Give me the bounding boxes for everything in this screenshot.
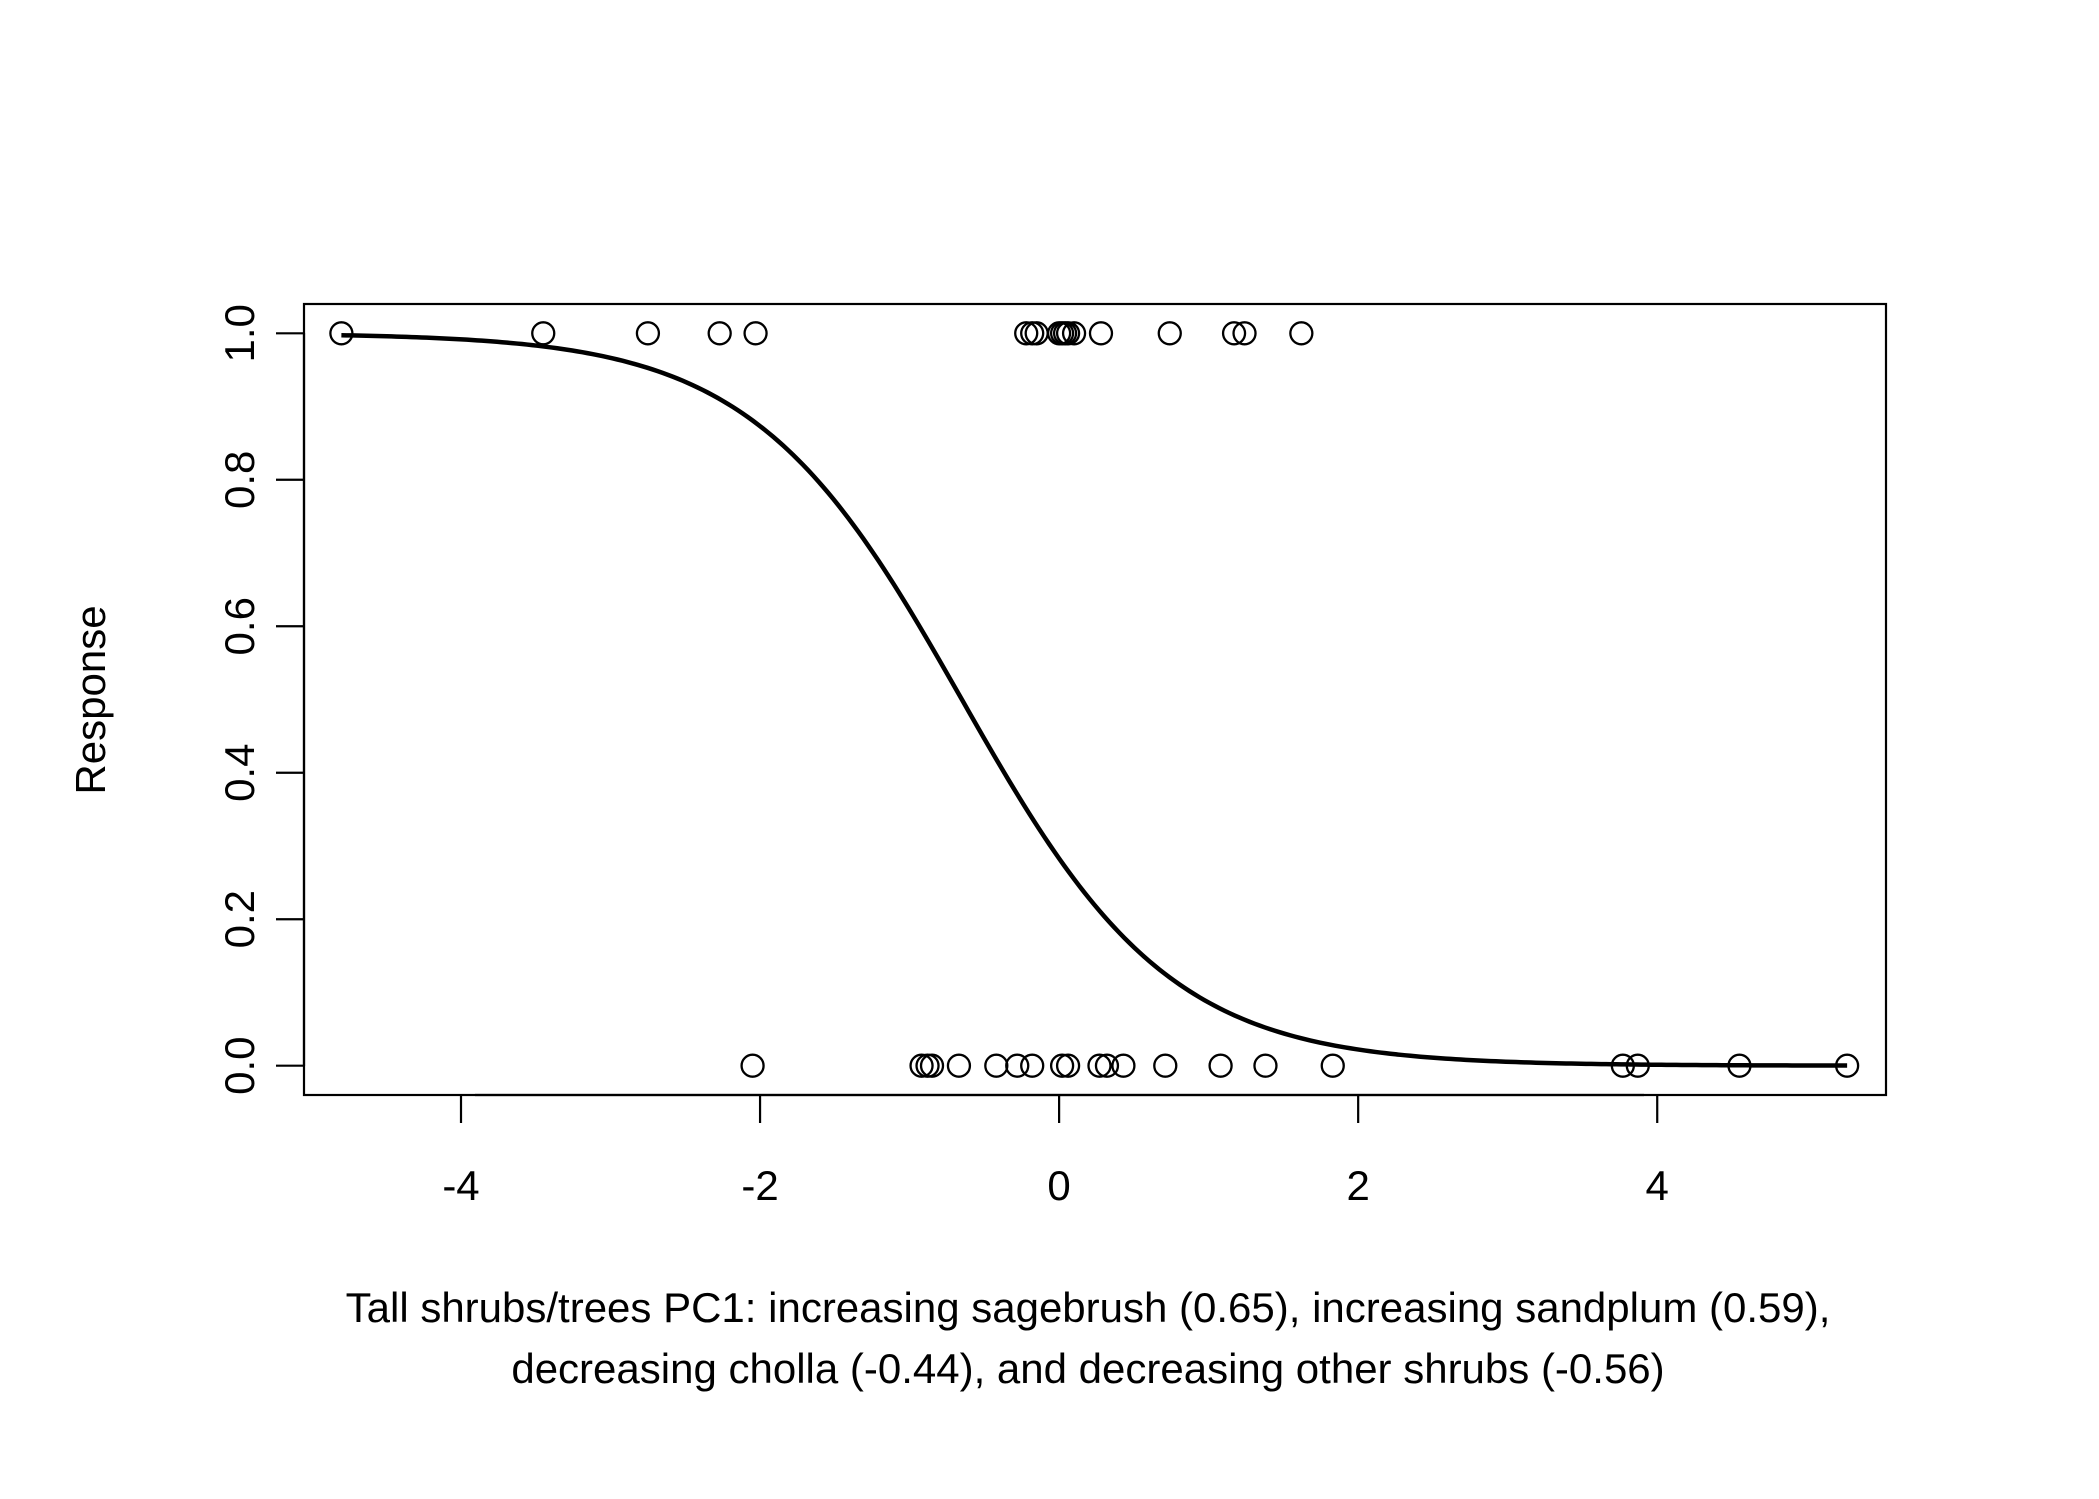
x-tick-label: 0 <box>1047 1162 1070 1209</box>
data-point-response-1 <box>1157 321 1182 346</box>
data-point-response-1 <box>707 321 732 346</box>
data-point-response-0 <box>1055 1053 1081 1078</box>
data-point-response-0 <box>1625 1053 1650 1078</box>
data-point-response-0 <box>1153 1053 1178 1078</box>
data-point-response-1 <box>743 321 768 346</box>
y-tick-label: 0.6 <box>216 597 263 655</box>
data-point-response-0 <box>1610 1053 1635 1078</box>
data-point-response-0 <box>1049 1053 1075 1078</box>
y-tick-label: 0.0 <box>216 1037 263 1095</box>
data-point-response-1 <box>1055 321 1081 346</box>
data-point-response-0 <box>1111 1053 1136 1078</box>
data-point-response-1 <box>329 321 354 346</box>
y-axis: 0.0 0.2 0.4 0.6 0.8 1.0 <box>216 304 306 1095</box>
y-tick-label: 1.0 <box>216 304 263 362</box>
x-axis: -4 -2 0 2 4 <box>442 1093 1669 1209</box>
data-point-response-0 <box>1020 1053 1045 1078</box>
data-point-response-1 <box>635 321 661 346</box>
x-tick-label: -2 <box>741 1162 778 1209</box>
data-point-response-1 <box>1232 321 1257 346</box>
x-axis-title-line-1: Tall shrubs/trees PC1: increasing sagebr… <box>346 1284 1831 1331</box>
y-tick-label: 0.2 <box>216 890 263 948</box>
fitted-curve <box>341 332 1848 1068</box>
y-tick-label: 0.8 <box>216 451 263 509</box>
data-point-response-0 <box>946 1053 972 1078</box>
x-tick-label: 2 <box>1346 1162 1369 1209</box>
data-point-response-1 <box>1061 321 1087 346</box>
data-point-response-0 <box>1727 1053 1752 1078</box>
data-point-response-1 <box>1020 321 1045 346</box>
data-point-response-1 <box>1088 321 1114 346</box>
data-point-response-1 <box>1221 321 1247 346</box>
data-point-response-1 <box>1014 321 1039 346</box>
data-point-response-0 <box>740 1053 765 1078</box>
data-point-response-0 <box>1087 1053 1112 1078</box>
data-point-response-0 <box>909 1053 934 1078</box>
data-point-response-0 <box>1834 1053 1860 1078</box>
x-axis-title-line-2: decreasing cholla (-0.44), and decreasin… <box>511 1345 1664 1392</box>
data-point-response-0 <box>915 1053 940 1078</box>
data-point-response-0 <box>1208 1053 1233 1078</box>
x-tick-label: -4 <box>442 1162 479 1209</box>
data-point-response-0 <box>1320 1053 1345 1078</box>
x-tick-label: 4 <box>1646 1162 1669 1209</box>
data-point-response-1 <box>531 321 556 346</box>
data-point-response-0 <box>984 1053 1009 1078</box>
data-point-response-0 <box>1005 1053 1030 1078</box>
data-point-response-1 <box>1289 321 1314 346</box>
y-tick-label: 0.4 <box>216 744 263 802</box>
data-point-response-0 <box>1094 1053 1120 1078</box>
y-axis-title: Response <box>67 605 114 794</box>
data-point-response-0 <box>919 1053 945 1078</box>
plot-box <box>302 302 1888 1097</box>
data-point-response-0 <box>1253 1053 1278 1078</box>
data-points <box>329 321 1860 1078</box>
